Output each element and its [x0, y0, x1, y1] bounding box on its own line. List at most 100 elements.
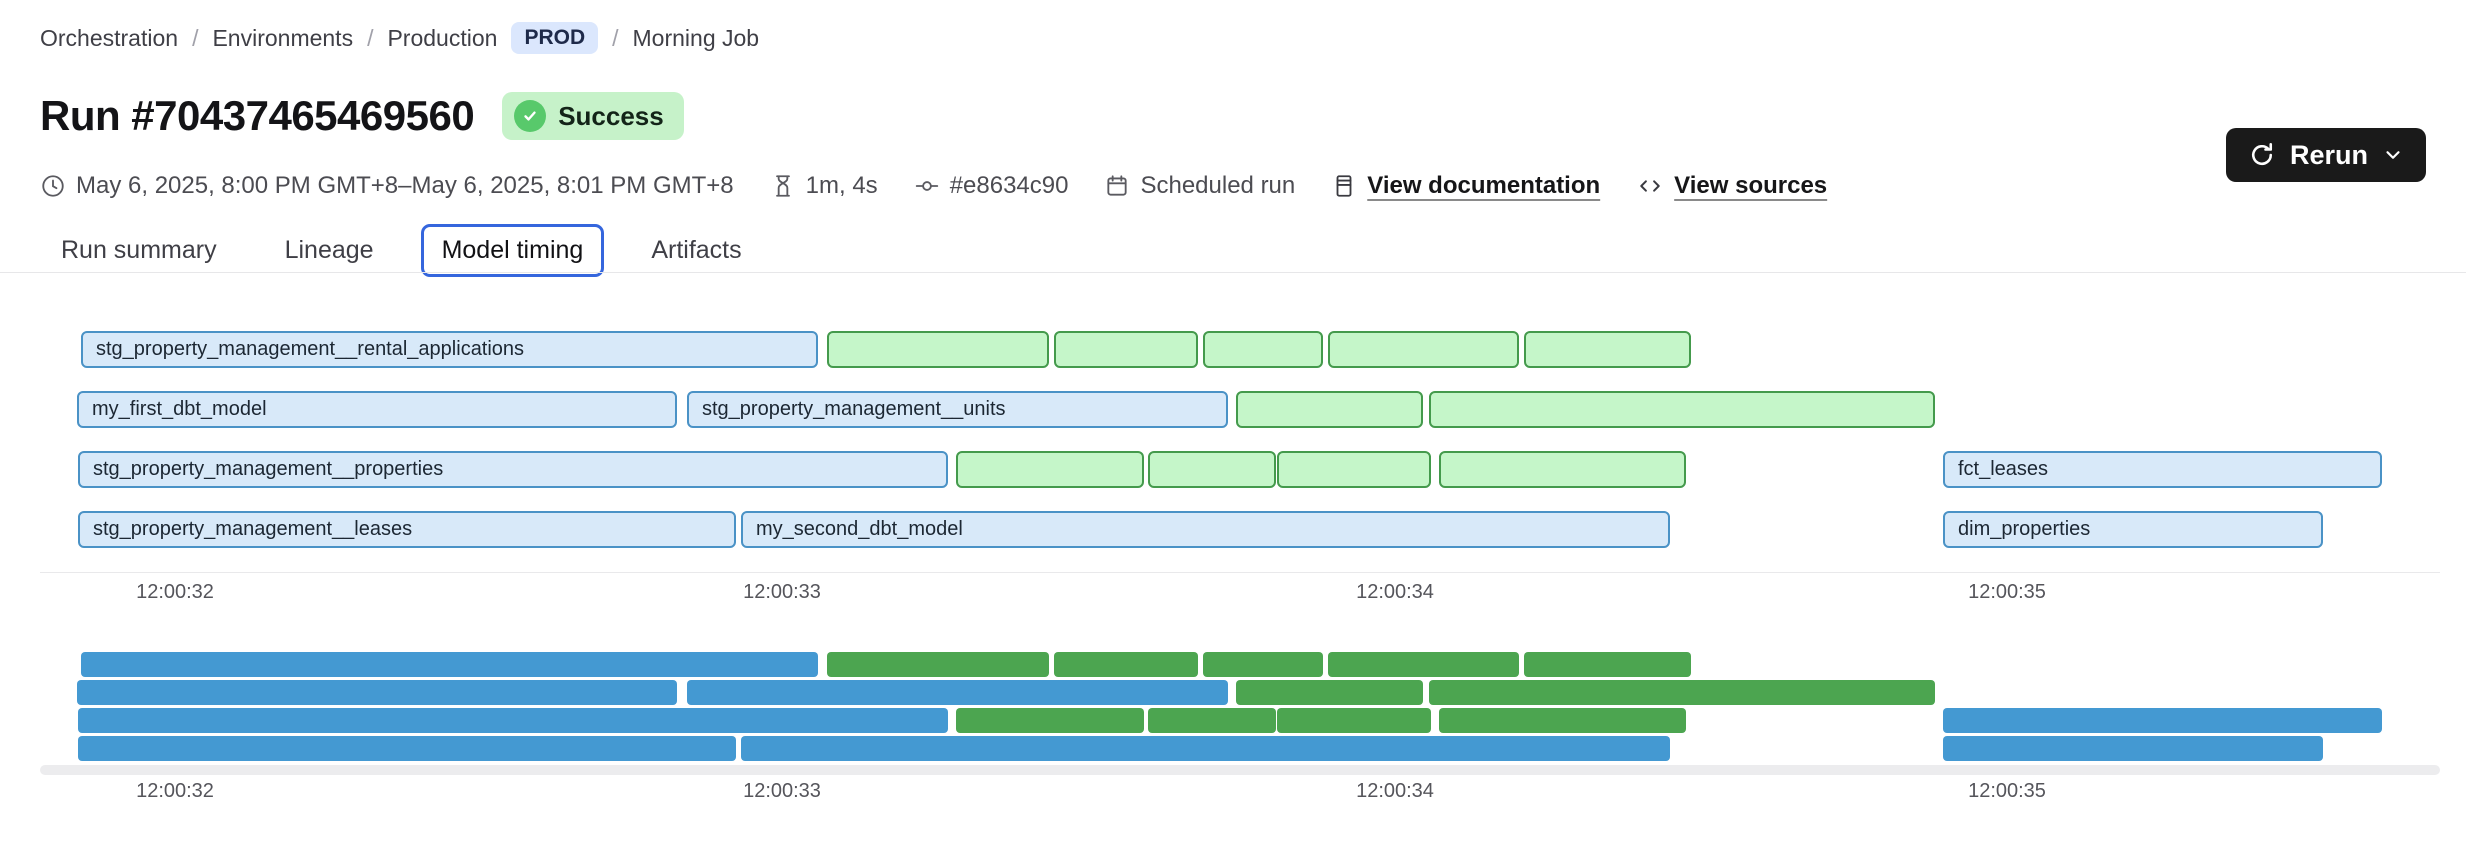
minimap-scroll-track[interactable] — [40, 765, 2440, 775]
minimap-bar[interactable] — [77, 680, 677, 705]
gantt-bar[interactable] — [1236, 391, 1423, 428]
gantt-bar[interactable] — [1439, 451, 1686, 488]
meta-trigger-text: Scheduled run — [1140, 172, 1296, 199]
gantt-bar-label: stg_property_management__rental_applicat… — [96, 338, 525, 360]
gantt-bar[interactable]: stg_property_management__leases — [78, 511, 736, 548]
breadcrumb-environments[interactable]: Environments — [212, 24, 354, 51]
minimap-bar[interactable] — [1439, 708, 1686, 733]
minimap-bar[interactable] — [687, 680, 1228, 705]
gantt-axis-line — [40, 572, 2440, 573]
time-axis-label: 12:00:35 — [1968, 581, 2046, 603]
minimap-bar[interactable] — [1277, 708, 1431, 733]
view-documentation-link[interactable]: View documentation — [1367, 172, 1601, 199]
tab-run-summary[interactable]: Run summary — [61, 236, 217, 264]
breadcrumb-orchestration[interactable]: Orchestration — [40, 24, 179, 51]
minimap-bar[interactable] — [1054, 652, 1198, 677]
gantt-bar-label: stg_property_management__properties — [93, 458, 444, 480]
gantt-bar[interactable]: fct_leases — [1943, 451, 2382, 488]
run-tabs: Run summary Lineage Model timing Artifac… — [40, 224, 763, 277]
time-axis-label: 12:00:32 — [136, 780, 214, 802]
status-badge: Success — [502, 92, 684, 140]
code-icon — [1636, 172, 1664, 200]
calendar-icon — [1104, 173, 1130, 199]
meta-view-documentation: View documentation — [1331, 172, 1600, 200]
time-axis-label: 12:00:34 — [1356, 780, 1434, 802]
tab-model-timing[interactable]: Model timing — [420, 224, 605, 277]
tab-artifacts[interactable]: Artifacts — [651, 236, 742, 264]
check-circle-icon — [514, 100, 547, 132]
document-icon — [1331, 173, 1357, 199]
model-timing-minimap[interactable]: 12:00:32 12:00:33 12:00:34 12:00:35 — [40, 650, 2440, 810]
tab-lineage[interactable]: Lineage — [284, 236, 374, 264]
gantt-bar[interactable]: dim_properties — [1943, 511, 2323, 548]
gantt-bar-label: my_second_dbt_model — [756, 518, 963, 540]
gantt-bar[interactable]: my_second_dbt_model — [741, 511, 1670, 548]
minimap-bar[interactable] — [827, 652, 1049, 677]
gantt-bar-label: stg_property_management__leases — [93, 518, 413, 540]
page-title: Run #70437465469560 — [40, 92, 475, 139]
refresh-icon — [2248, 141, 2276, 169]
status-badge-label: Success — [558, 100, 664, 131]
model-timing-gantt: stg_property_management__rental_applicat… — [40, 273, 2440, 608]
meta-commit-text: #e8634c90 — [949, 172, 1069, 199]
gantt-bar[interactable] — [1524, 331, 1691, 368]
gantt-bar[interactable]: my_first_dbt_model — [77, 391, 677, 428]
time-axis-label: 12:00:33 — [743, 780, 821, 802]
gantt-bar[interactable] — [1148, 451, 1276, 488]
gantt-bar[interactable]: stg_property_management__rental_applicat… — [81, 331, 818, 368]
commit-icon — [914, 173, 940, 199]
gantt-bar-label: dim_properties — [1958, 518, 2091, 540]
minimap-bar[interactable] — [1203, 652, 1323, 677]
tabs-divider — [0, 272, 2466, 273]
meta-duration: 1m, 4s — [770, 172, 878, 200]
minimap-bar[interactable] — [1328, 652, 1519, 677]
breadcrumb-production[interactable]: Production — [387, 24, 498, 51]
minimap-bar[interactable] — [78, 736, 736, 761]
gantt-bar[interactable] — [1054, 331, 1198, 368]
meta-view-sources: View sources — [1636, 172, 1827, 200]
clock-icon — [40, 173, 66, 199]
gantt-bar[interactable]: stg_property_management__properties — [78, 451, 948, 488]
gantt-bar[interactable] — [1429, 391, 1935, 428]
title-row: Run #70437465469560 Success — [40, 92, 684, 140]
breadcrumb-separator: / — [192, 24, 199, 51]
gantt-bar[interactable] — [956, 451, 1144, 488]
breadcrumb-morning-job[interactable]: Morning Job — [632, 24, 760, 51]
time-axis-label: 12:00:34 — [1356, 581, 1434, 603]
gantt-bar-label: my_first_dbt_model — [92, 398, 267, 420]
minimap-bar[interactable] — [1236, 680, 1423, 705]
hourglass-icon — [770, 173, 796, 199]
meta-date-range: May 6, 2025, 8:00 PM GMT+8–May 6, 2025, … — [40, 172, 734, 200]
breadcrumb-separator: / — [612, 24, 619, 51]
gantt-bar[interactable]: stg_property_management__units — [687, 391, 1228, 428]
time-axis-label: 12:00:33 — [743, 581, 821, 603]
minimap-bar[interactable] — [1429, 680, 1935, 705]
view-sources-link[interactable]: View sources — [1674, 172, 1828, 199]
breadcrumb-separator: / — [367, 24, 374, 51]
time-axis-label: 12:00:35 — [1968, 780, 2046, 802]
gantt-bar[interactable] — [1277, 451, 1431, 488]
meta-date-range-text: May 6, 2025, 8:00 PM GMT+8–May 6, 2025, … — [76, 172, 734, 199]
gantt-bar[interactable] — [1328, 331, 1519, 368]
environment-badge: PROD — [511, 22, 599, 54]
minimap-bar[interactable] — [1943, 736, 2323, 761]
minimap-bar[interactable] — [741, 736, 1670, 761]
minimap-bar[interactable] — [956, 708, 1144, 733]
meta-duration-text: 1m, 4s — [805, 172, 878, 199]
chevron-down-icon — [2382, 144, 2404, 166]
minimap-bar[interactable] — [81, 652, 818, 677]
meta-commit: #e8634c90 — [914, 172, 1069, 200]
minimap-bar[interactable] — [1148, 708, 1276, 733]
minimap-bar[interactable] — [1943, 708, 2382, 733]
time-axis-label: 12:00:32 — [136, 581, 214, 603]
gantt-bar-label: fct_leases — [1958, 458, 2049, 480]
rerun-button[interactable]: Rerun — [2225, 128, 2426, 182]
gantt-bar[interactable] — [1203, 331, 1323, 368]
gantt-bar-label: stg_property_management__units — [702, 398, 1006, 420]
meta-trigger: Scheduled run — [1104, 172, 1295, 200]
minimap-bar[interactable] — [78, 708, 948, 733]
minimap-bar[interactable] — [1524, 652, 1691, 677]
rerun-button-label: Rerun — [2289, 139, 2368, 170]
gantt-bar[interactable] — [827, 331, 1049, 368]
